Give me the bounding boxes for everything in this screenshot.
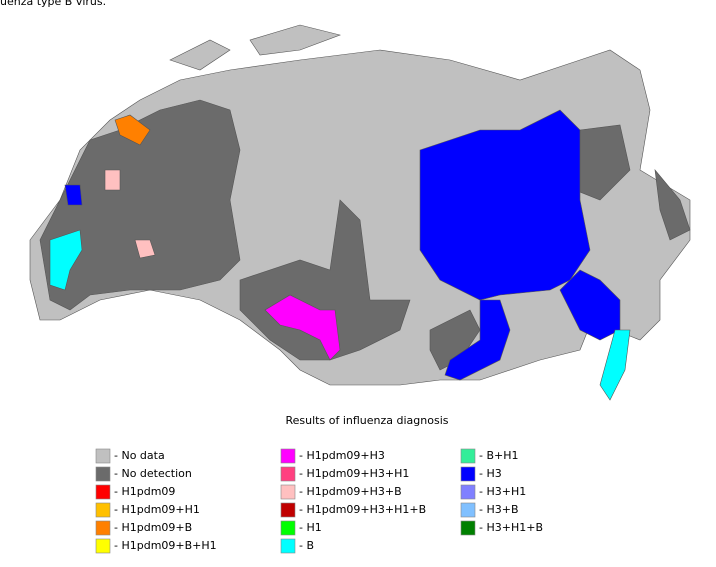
- legend: - No data - No detection - H1pdm09 - H1pdm0…: [95, 448, 543, 554]
- legend-label: - H1pdm09+H3+H1+B: [299, 503, 426, 516]
- region: [419, 109, 591, 301]
- legend-title: Results of influenza diagnosis: [286, 414, 449, 427]
- region: [264, 294, 341, 361]
- legend-label: - H1pdm09+H3+H1: [299, 467, 409, 480]
- legend-swatch: [95, 466, 111, 482]
- legend-label: - H1pdm09+B+H1: [114, 539, 217, 552]
- legend-swatch: [95, 538, 111, 554]
- region: [249, 24, 342, 56]
- legend-label: - No detection: [114, 467, 192, 480]
- legend-swatch: [95, 448, 111, 464]
- legend-label: - H3: [479, 467, 502, 480]
- legend-swatch: [95, 484, 111, 500]
- legend-swatch: [460, 502, 476, 518]
- legend-label: - H1pdm09+B: [114, 521, 192, 534]
- legend-label: - H1pdm09+H3+B: [299, 485, 402, 498]
- legend-label: - H1: [299, 521, 322, 534]
- legend-label: - H1pdm09+H3: [299, 449, 385, 462]
- region: [64, 184, 83, 206]
- legend-swatch: [95, 520, 111, 536]
- region: [39, 99, 241, 311]
- map: [29, 24, 691, 401]
- legend-label: - No data: [114, 449, 165, 462]
- region: [114, 114, 151, 146]
- legend-label: - H1pdm09: [114, 485, 175, 498]
- region: [49, 229, 83, 291]
- region: [444, 299, 511, 381]
- region: [134, 239, 156, 259]
- legend-swatch: [95, 502, 111, 518]
- region: [599, 329, 631, 401]
- region: [104, 169, 121, 191]
- legend-label: - H1pdm09+H1: [114, 503, 200, 516]
- legend-swatch: [460, 448, 476, 464]
- legend-swatch: [280, 484, 296, 500]
- legend-swatch: [460, 484, 476, 500]
- legend-swatch: [280, 502, 296, 518]
- caption: uenza type B virus.: [0, 0, 106, 8]
- legend-swatch: [280, 448, 296, 464]
- region: [654, 169, 691, 241]
- legend-swatch: [280, 538, 296, 554]
- legend-label: - B+H1: [479, 449, 519, 462]
- legend-label: - B: [299, 539, 314, 552]
- legend-label: - H3+B: [479, 503, 519, 516]
- region: [169, 39, 231, 71]
- legend-label: - H3+H1+B: [479, 521, 543, 534]
- legend-swatch: [280, 466, 296, 482]
- legend-swatch: [280, 520, 296, 536]
- legend-swatch: [460, 520, 476, 536]
- legend-swatch: [460, 466, 476, 482]
- legend-label: - H3+H1: [479, 485, 526, 498]
